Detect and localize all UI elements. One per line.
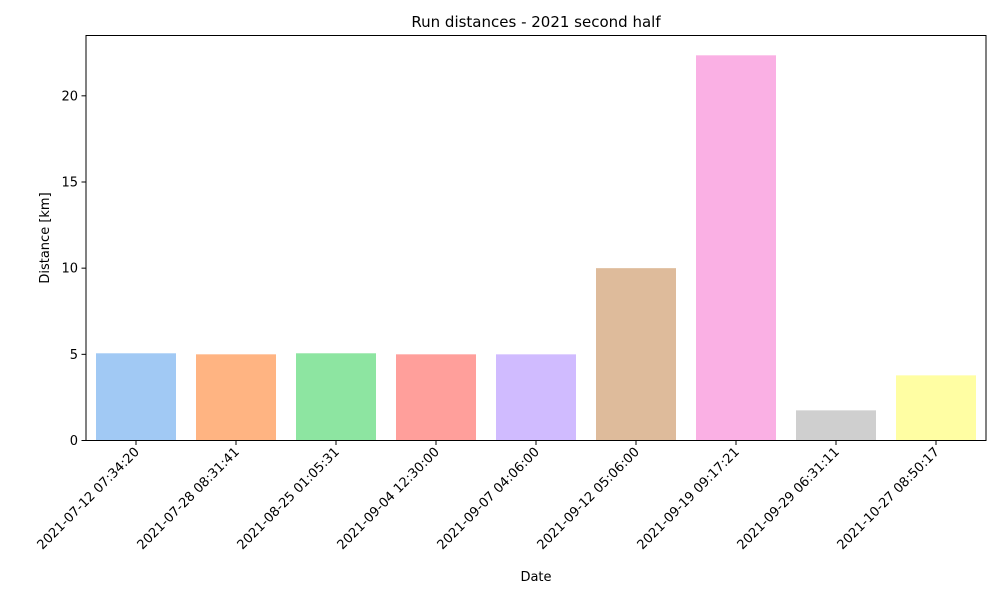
y-tick-label: 20 (61, 89, 78, 104)
bar-6 (596, 268, 676, 441)
x-tick-label: 2021-08-25 01:05:31 (235, 445, 343, 553)
y-tick-label: 10 (61, 262, 78, 277)
x-tick-label: 2021-09-12 05:06:00 (535, 445, 643, 553)
x-tick-label: 2021-09-07 04:06:00 (435, 445, 543, 553)
x-tick-label: 2021-09-29 06:31:11 (735, 445, 843, 553)
y-axis-label: Distance [km] (38, 192, 53, 283)
x-tick-label: 2021-09-19 09:17:21 (635, 445, 743, 553)
y-tick-label: 15 (61, 175, 78, 190)
y-tick-label: 5 (70, 348, 78, 363)
y-tick-label: 0 (70, 434, 78, 449)
x-axis-label: Date (520, 570, 551, 585)
bar-1 (96, 353, 176, 441)
bar-9 (896, 375, 976, 441)
bars-group (96, 55, 976, 441)
bar-5 (496, 354, 576, 441)
x-tick-label: 2021-09-04 12:30:00 (335, 445, 443, 553)
y-axis: 0 5 10 15 20 (61, 89, 86, 449)
x-tick-label: 2021-07-12 07:34:20 (35, 445, 143, 553)
x-tick-label: 2021-07-28 08:31:41 (135, 445, 243, 553)
bar-4 (396, 354, 476, 441)
bar-2 (196, 354, 276, 441)
bar-7 (696, 55, 776, 441)
bar-8 (796, 410, 876, 441)
x-tick-label: 2021-10-27 08:50:17 (835, 445, 943, 553)
chart-title: Run distances - 2021 second half (411, 13, 661, 31)
bar-3 (296, 353, 376, 441)
